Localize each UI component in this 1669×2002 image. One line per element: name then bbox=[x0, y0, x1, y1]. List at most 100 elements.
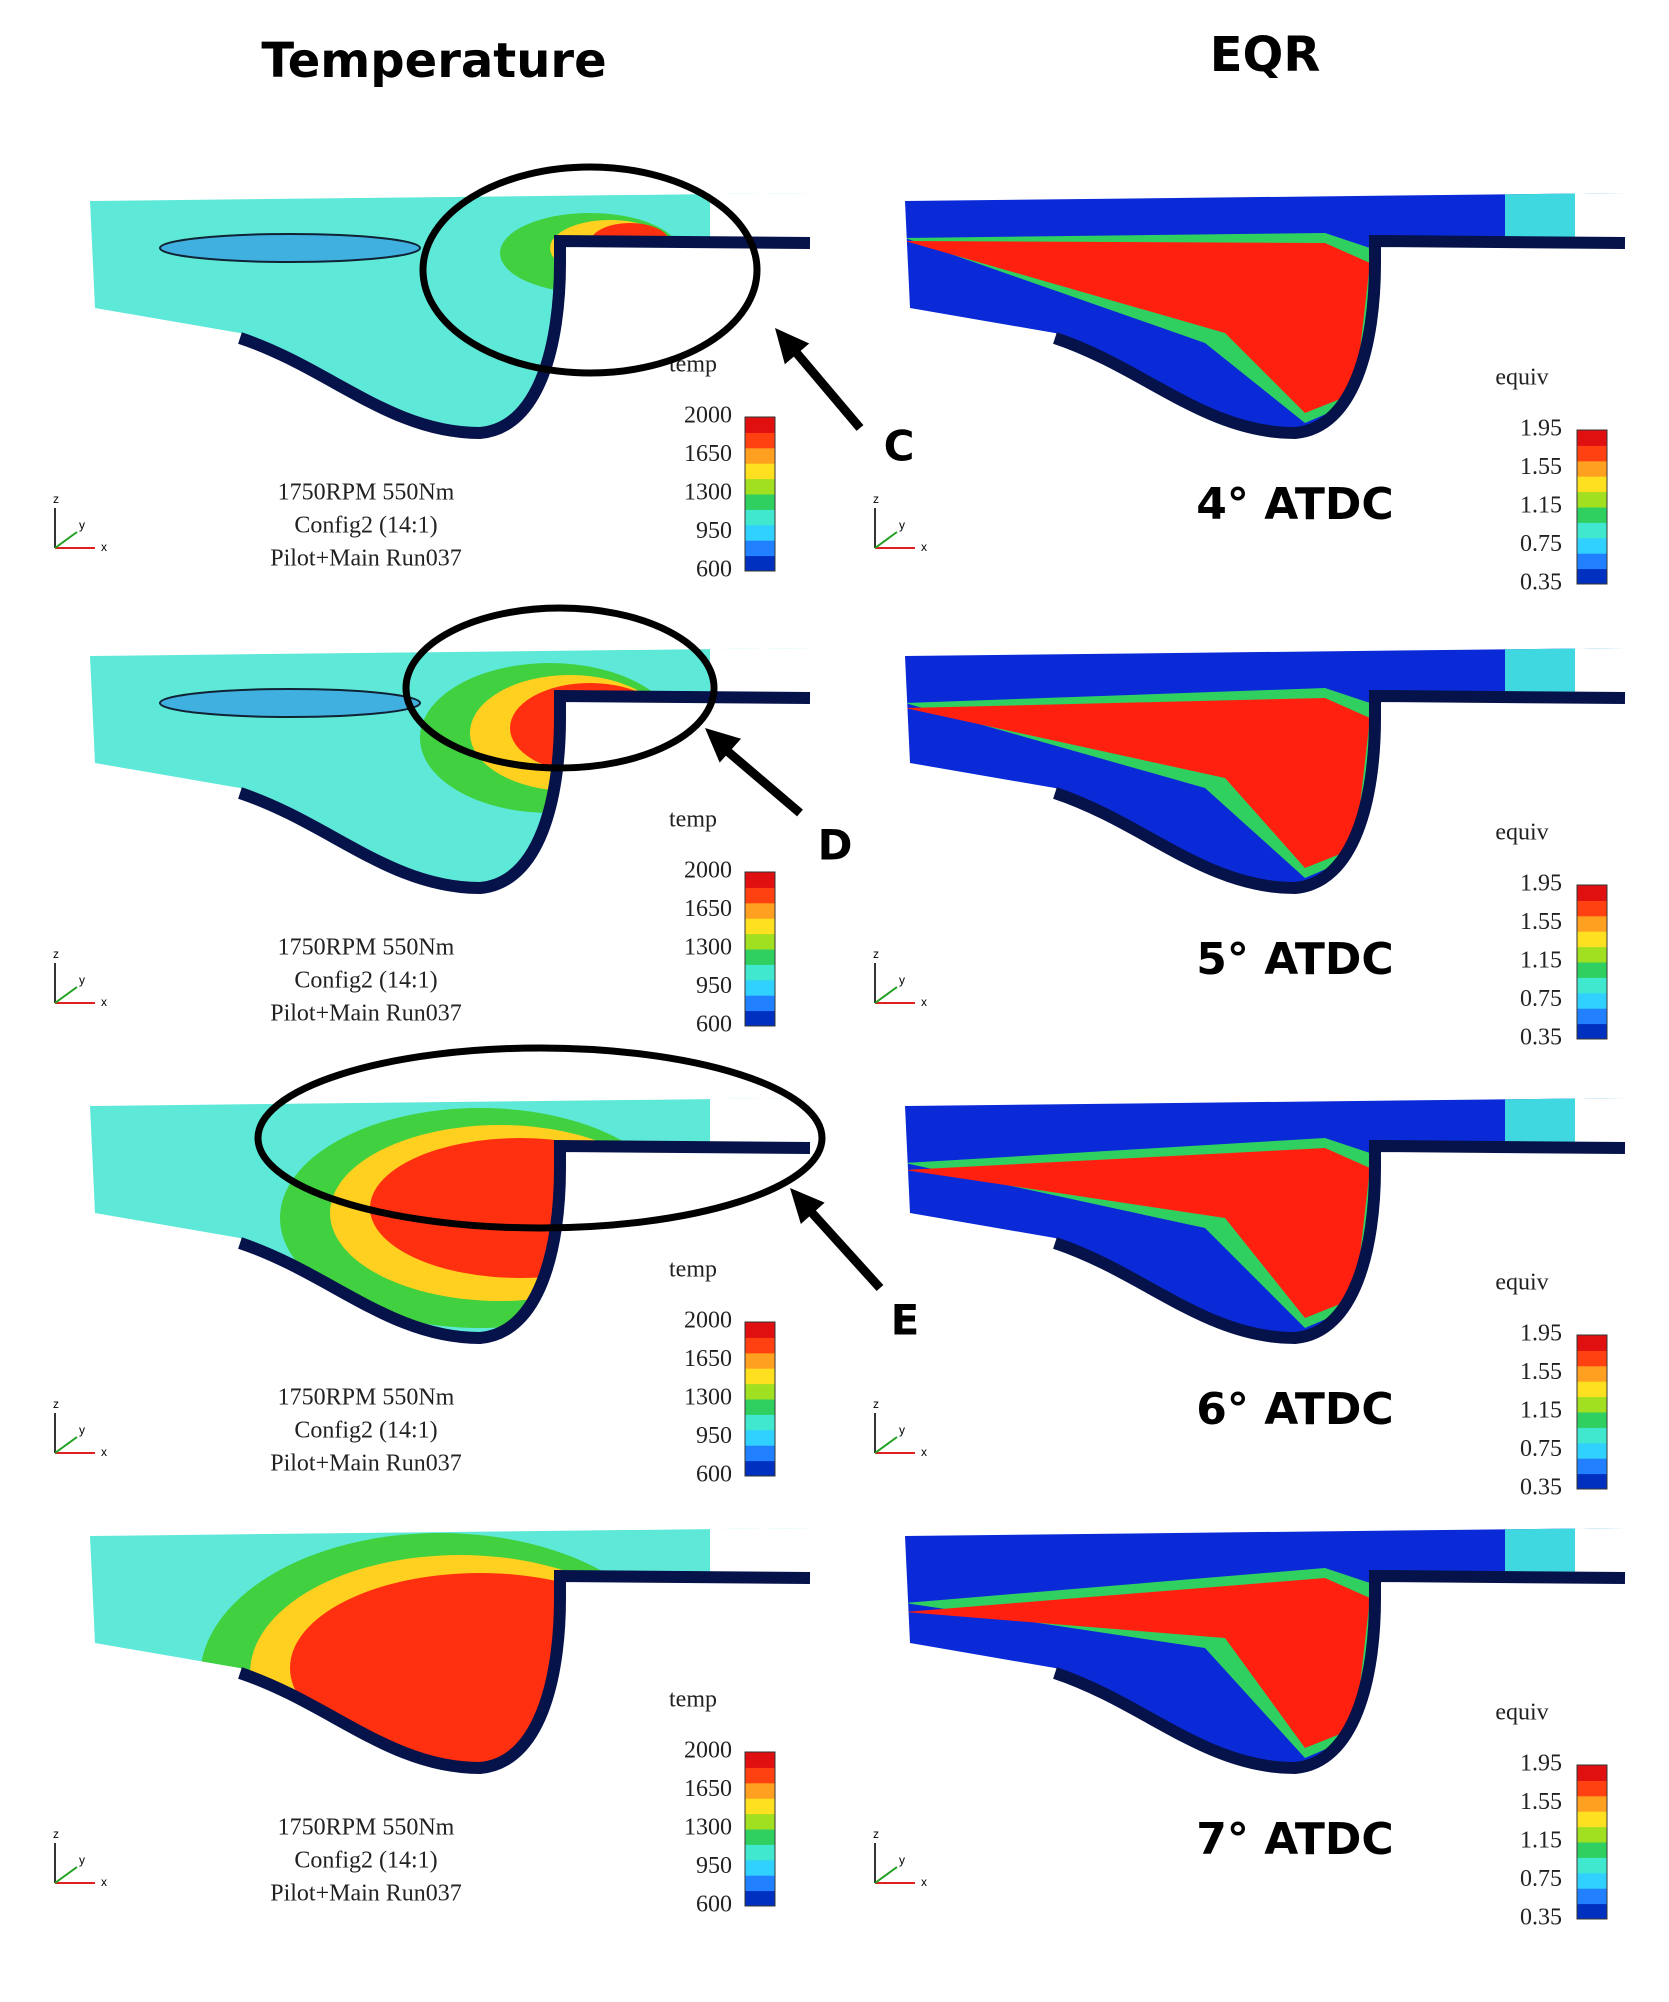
cool-pocket bbox=[159, 688, 421, 718]
colorbar-band bbox=[1577, 915, 1607, 932]
axis-label: x bbox=[921, 1875, 927, 1889]
colorbar-band bbox=[1577, 445, 1607, 462]
axis bbox=[54, 986, 78, 1004]
callout-label: C bbox=[884, 422, 915, 471]
colorbar-band bbox=[745, 1875, 775, 1892]
column-title: EQR bbox=[1210, 27, 1321, 83]
colorbar-band bbox=[745, 1368, 775, 1385]
colorbar-band bbox=[1577, 430, 1607, 446]
inlet bbox=[1575, 193, 1625, 241]
axis bbox=[54, 1866, 78, 1884]
colorbar-band bbox=[1577, 992, 1607, 1009]
axis-label: y bbox=[899, 973, 905, 987]
contour-panel bbox=[905, 1528, 1626, 1775]
colorbar-band bbox=[1577, 1826, 1607, 1843]
colorbar-band bbox=[745, 887, 775, 904]
colorbar-band bbox=[1577, 1857, 1607, 1874]
colorbar-band bbox=[1577, 476, 1607, 493]
colorbar-band bbox=[1577, 1381, 1607, 1398]
axis-label: z bbox=[53, 1827, 59, 1841]
colorbar-band bbox=[1577, 1023, 1607, 1040]
colorbar-band bbox=[745, 1859, 775, 1876]
crank-angle: 6° ATDC bbox=[1196, 1384, 1393, 1435]
run-info: Pilot+Main Run037 bbox=[270, 1001, 462, 1027]
colorbar-band bbox=[745, 1752, 775, 1768]
cool-pocket bbox=[159, 233, 421, 263]
contour-field bbox=[905, 1098, 1625, 1333]
inlet bbox=[1575, 1528, 1625, 1576]
contour-field bbox=[90, 1098, 810, 1333]
axis-label: y bbox=[899, 1423, 905, 1437]
colorbar-band bbox=[1577, 1335, 1607, 1351]
colorbar-tick-label: 1300 bbox=[684, 1815, 732, 1841]
colorbar-band bbox=[745, 1813, 775, 1830]
axis bbox=[874, 986, 898, 1004]
colorbar-band bbox=[745, 964, 775, 981]
colorbar-band bbox=[1577, 962, 1607, 978]
contour-panel bbox=[90, 193, 811, 440]
colorbar-band bbox=[745, 1767, 775, 1784]
crank-angle: 5° ATDC bbox=[1196, 934, 1393, 985]
colorbar-band bbox=[1577, 1795, 1607, 1812]
colorbar-band bbox=[745, 1399, 775, 1415]
colorbar-band bbox=[1577, 1412, 1607, 1428]
colorbar-frame bbox=[744, 871, 776, 1027]
axis-label: y bbox=[79, 1423, 85, 1437]
colorbar-tick-label: 1.55 bbox=[1520, 909, 1562, 935]
run-info: Pilot+Main Run037 bbox=[270, 1881, 462, 1907]
colorbar-band bbox=[1577, 1008, 1607, 1025]
axis-label: y bbox=[899, 1853, 905, 1867]
colorbar-tick-label: 1.15 bbox=[1520, 1828, 1562, 1854]
colorbar-title: temp bbox=[669, 1687, 717, 1713]
colorbar-tick-label: 1.95 bbox=[1520, 416, 1562, 442]
axis bbox=[54, 1436, 78, 1454]
colorbar-frame bbox=[1576, 884, 1608, 1040]
colorbar-tick-label: 1.95 bbox=[1520, 871, 1562, 897]
colorbar-title: temp bbox=[669, 1257, 717, 1283]
run-info: Config2 (14:1) bbox=[294, 1418, 437, 1444]
colorbar-band bbox=[745, 478, 775, 495]
inlet bbox=[710, 648, 810, 696]
colorbar-band bbox=[745, 933, 775, 950]
colorbar-band bbox=[745, 1798, 775, 1815]
colorbar-tick-label: 1.15 bbox=[1520, 948, 1562, 974]
column-title: Temperature bbox=[261, 33, 606, 89]
contour-panel bbox=[90, 1098, 811, 1345]
colorbar-tick-label: 0.75 bbox=[1520, 986, 1562, 1012]
colorbar-band bbox=[1577, 460, 1607, 477]
run-info: Config2 (14:1) bbox=[294, 513, 437, 539]
colorbar-tick-label: 1.55 bbox=[1520, 1789, 1562, 1815]
colorbar-band bbox=[1577, 1427, 1607, 1444]
colorbar-band bbox=[745, 872, 775, 888]
colorbar-tick-label: 0.75 bbox=[1520, 531, 1562, 557]
colorbar-band bbox=[745, 524, 775, 541]
colorbar-title: equiv bbox=[1495, 820, 1548, 846]
arrow-head bbox=[705, 728, 742, 763]
axis-label: y bbox=[899, 518, 905, 532]
contour-field bbox=[905, 193, 1625, 428]
contour-field bbox=[905, 648, 1625, 883]
piston-wall bbox=[238, 1139, 811, 1345]
colorbar-band bbox=[745, 509, 775, 526]
colorbar-tick-label: 1650 bbox=[684, 896, 732, 922]
run-info: 1750RPM 550Nm bbox=[278, 1815, 455, 1841]
colorbar-band bbox=[1577, 1811, 1607, 1828]
colorbar-tick-label: 1650 bbox=[684, 1346, 732, 1372]
colorbar-band bbox=[745, 447, 775, 464]
colorbar-band bbox=[745, 494, 775, 510]
crank-angle: 4° ATDC bbox=[1196, 479, 1393, 530]
colorbar-band bbox=[745, 1429, 775, 1446]
colorbar-band bbox=[1577, 1365, 1607, 1382]
inlet bbox=[710, 193, 810, 241]
colorbar-band bbox=[745, 555, 775, 572]
arrow-shaft bbox=[800, 1200, 884, 1292]
colorbar-tick-label: 0.75 bbox=[1520, 1866, 1562, 1892]
piston-wall bbox=[1053, 689, 1626, 895]
colorbar-tick-label: 1650 bbox=[684, 1776, 732, 1802]
colorbar-frame bbox=[744, 1751, 776, 1907]
contour-panel bbox=[905, 1098, 1626, 1345]
colorbar-tick-label: 950 bbox=[696, 973, 732, 999]
axis-label: z bbox=[53, 1397, 59, 1411]
